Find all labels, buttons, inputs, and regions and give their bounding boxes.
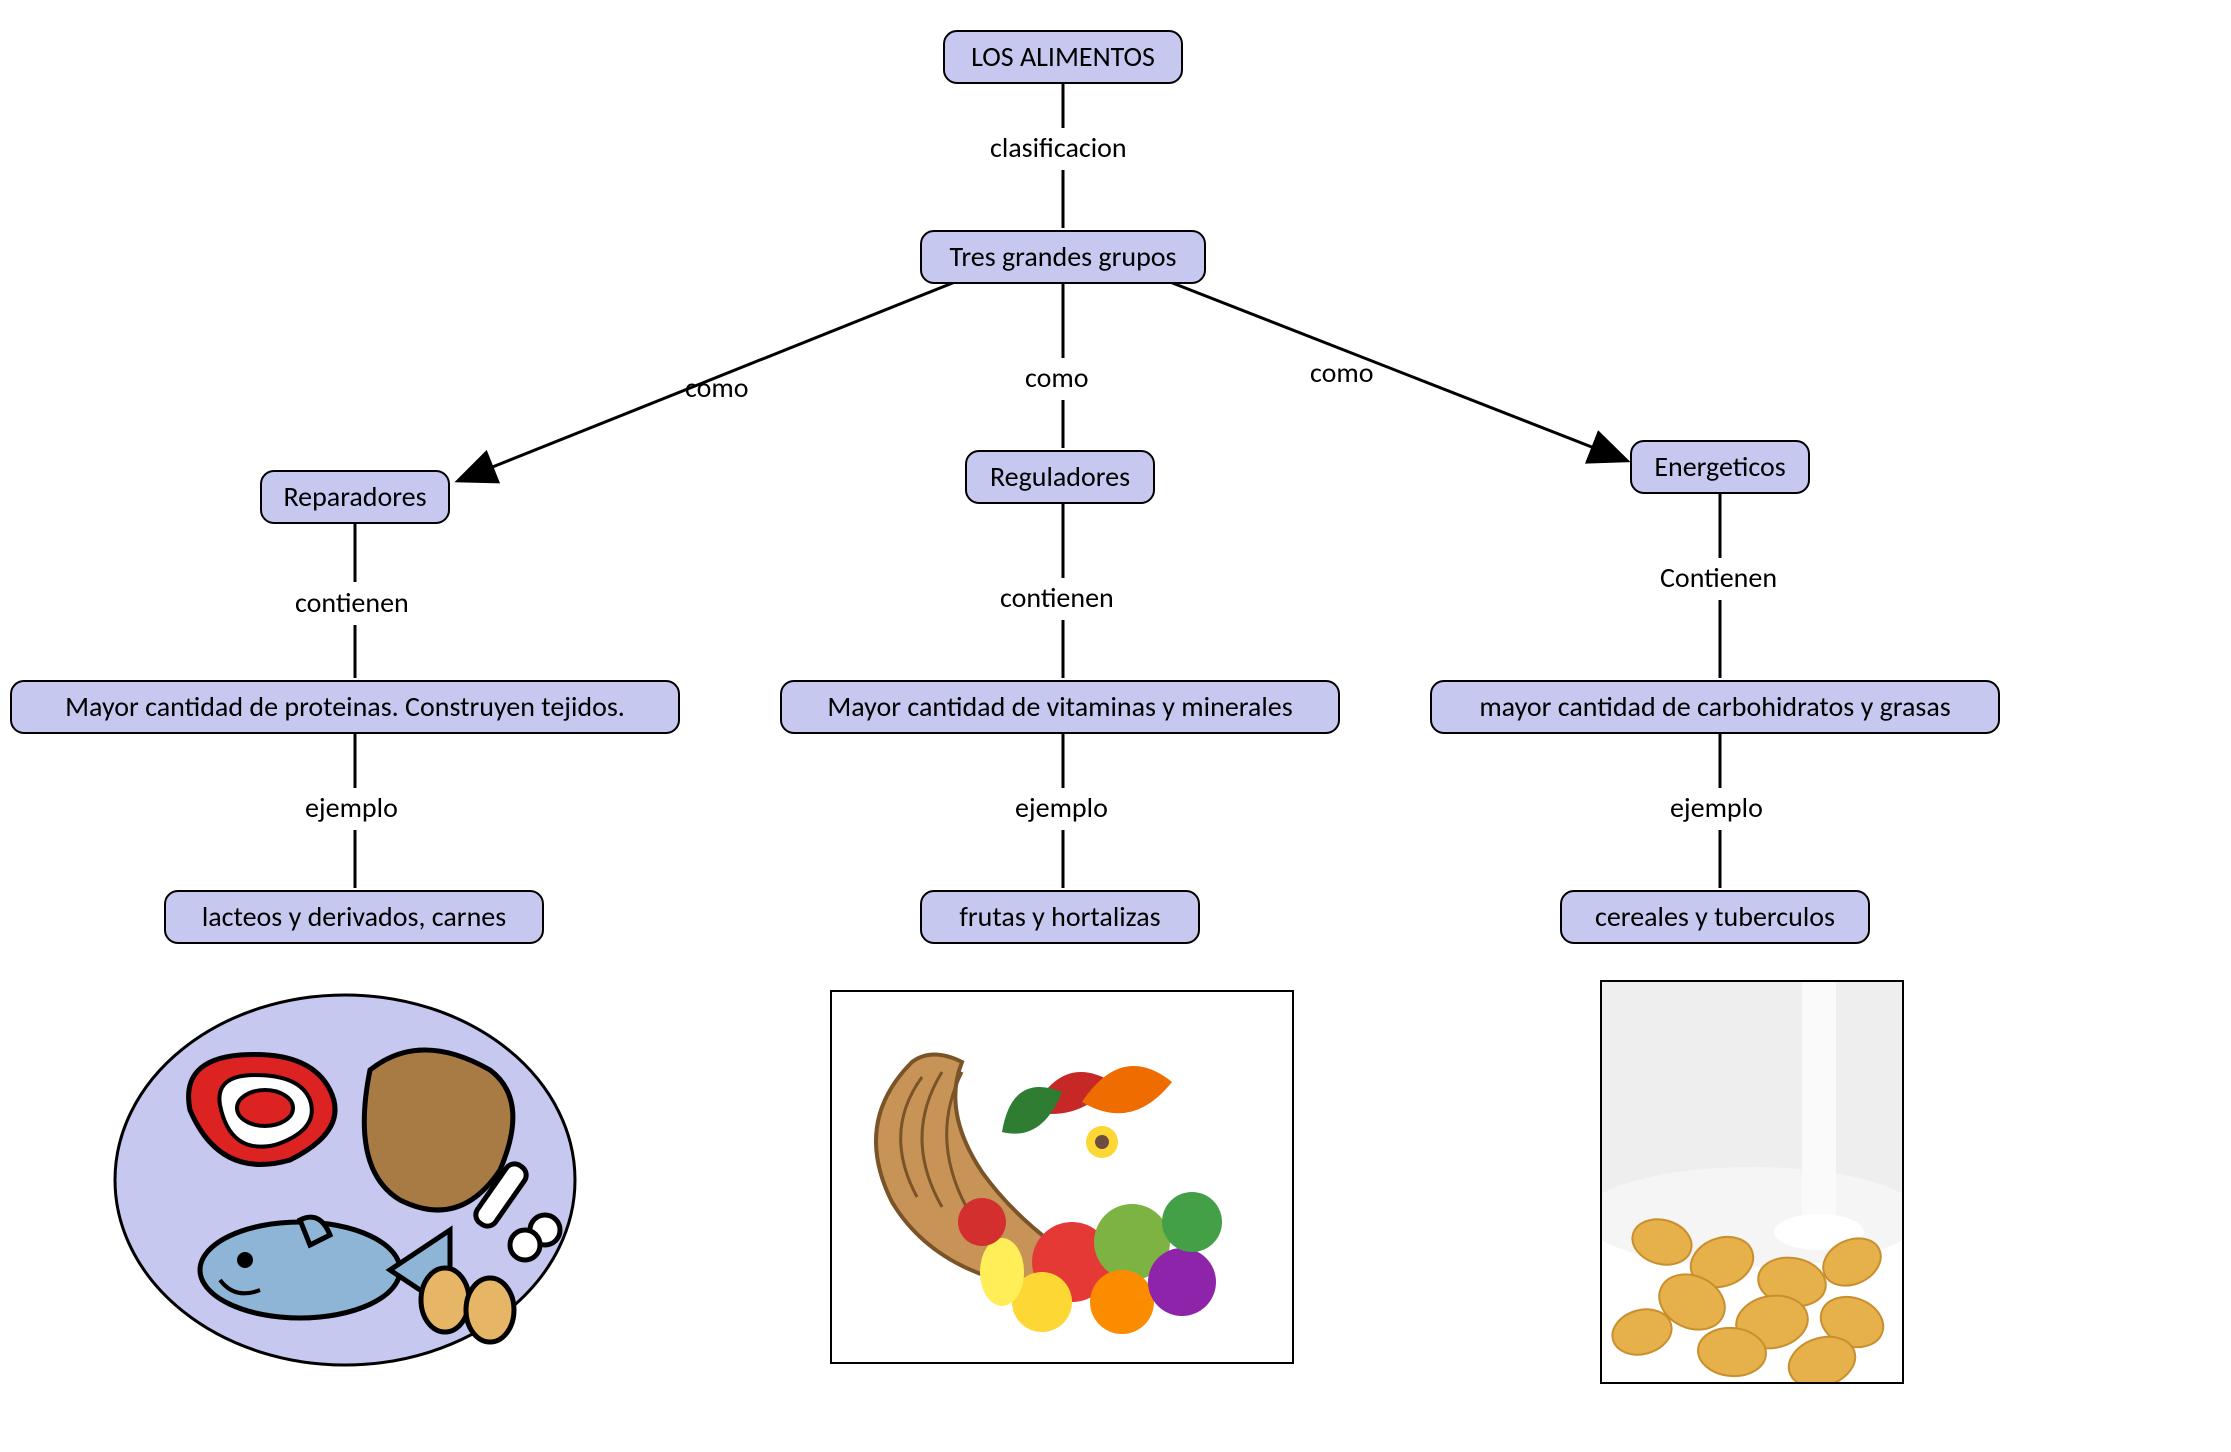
edge-label-contienen-left: contienen (295, 585, 409, 620)
edge-label-contienen-center: contienen (1000, 580, 1114, 615)
concept-map-canvas: LOS ALIMENTOS Tres grandes grupos Repara… (0, 0, 2231, 1452)
node-reparadores: Reparadores (260, 470, 450, 524)
node-ene-desc: mayor cantidad de carbohidratos y grasas (1430, 680, 2000, 734)
node-groups: Tres grandes grupos (920, 230, 1206, 284)
edge-label-como-right: como (1310, 355, 1374, 390)
node-energeticos: Energeticos (1630, 440, 1810, 494)
node-reg-desc: Mayor cantidad de vitaminas y minerales (780, 680, 1340, 734)
edge-label-contienen-right: Contienen (1660, 560, 1777, 595)
image-meats-oval (110, 990, 580, 1370)
edge-label-como-left: como (685, 370, 749, 405)
image-cornucopia (830, 990, 1294, 1364)
edge-label-ejemplo-left: ejemplo (305, 790, 398, 825)
edge-label-como-center: como (1025, 360, 1089, 395)
image-cereal (1600, 980, 1904, 1384)
node-rep-ex: lacteos y derivados, carnes (164, 890, 544, 944)
node-root: LOS ALIMENTOS (943, 30, 1183, 84)
edge-label-ejemplo-center: ejemplo (1015, 790, 1108, 825)
node-reg-ex: frutas y hortalizas (920, 890, 1200, 944)
node-rep-desc: Mayor cantidad de proteinas. Construyen … (10, 680, 680, 734)
node-reguladores: Reguladores (965, 450, 1155, 504)
edge-label-ejemplo-right: ejemplo (1670, 790, 1763, 825)
node-ene-ex: cereales y tuberculos (1560, 890, 1870, 944)
edge-label-clasificacion: clasificacion (990, 130, 1127, 165)
